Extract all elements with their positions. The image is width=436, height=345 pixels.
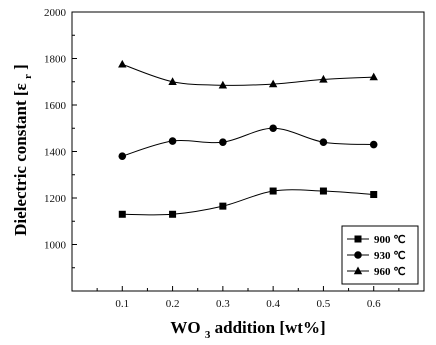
data-point [168,137,177,145]
series-square [118,187,378,218]
x-tick-label: 0.1 [115,298,129,310]
x-tick-label: 0.4 [266,298,280,310]
legend-item: 960 ℃ [347,266,406,278]
legend-marker [354,251,362,259]
y-tick-label: 1200 [44,193,67,205]
data-point [319,74,328,83]
legend-label: 930 ℃ [374,250,406,262]
legend: 900 ℃ 930 ℃ 960 ℃ [341,225,419,285]
x-axis-title-suffix: addition [wt%] [215,318,326,337]
legend-item: 900 ℃ [347,234,406,246]
data-point [319,187,327,195]
data-point [319,138,328,146]
series-line [122,127,374,157]
y-tick-label: 1400 [44,147,67,159]
data-point [168,77,177,85]
ticks-layer: 0.1 0.2 0.3 0.4 0.5 0.6 1000 1200 1400 1600 1800 20… [44,7,400,310]
legend-item: 930 ℃ [347,250,406,262]
data-point [269,187,277,195]
y-axis-title-prefix: Dielectric constant [ε [11,83,30,236]
series-circle [118,124,378,160]
x-axis-title-subscript: 3 [205,329,211,341]
data-point [268,79,278,88]
legend-marker [353,266,363,275]
data-point [219,202,227,210]
data-point [219,138,227,146]
legend-marker [354,235,362,243]
series-triangle [118,59,378,89]
x-tick-label: 0.2 [166,298,180,310]
y-axis-title-suffix: ] [11,64,30,70]
x-tick-label: 0.3 [216,298,230,310]
data-point [218,80,228,89]
x-axis-title-prefix: WO [170,318,200,337]
y-tick-label: 1600 [44,100,67,112]
data-point [369,140,378,149]
y-axis-title: Dielectric constant [ε r ] [11,64,35,236]
data-point [169,210,177,218]
y-tick-label: 1000 [44,240,67,252]
data-point [118,59,127,68]
data-point [369,72,378,81]
series-line [122,189,374,216]
x-axis-title: WO 3 addition [wt%] [170,318,325,342]
y-tick-label: 2000 [44,7,67,19]
legend-label: 960 ℃ [374,266,406,278]
y-tick-label: 1800 [44,54,67,66]
data-point [118,210,126,218]
y-axis-title-subscript: r [22,74,34,79]
x-tick-label: 0.6 [367,298,381,310]
data-point [118,152,127,160]
series-layer [118,59,378,218]
x-tick-label: 0.5 [317,298,331,310]
data-point [370,191,378,199]
legend-label: 900 ℃ [374,234,406,246]
data-point [269,124,277,133]
series-line [122,63,374,86]
